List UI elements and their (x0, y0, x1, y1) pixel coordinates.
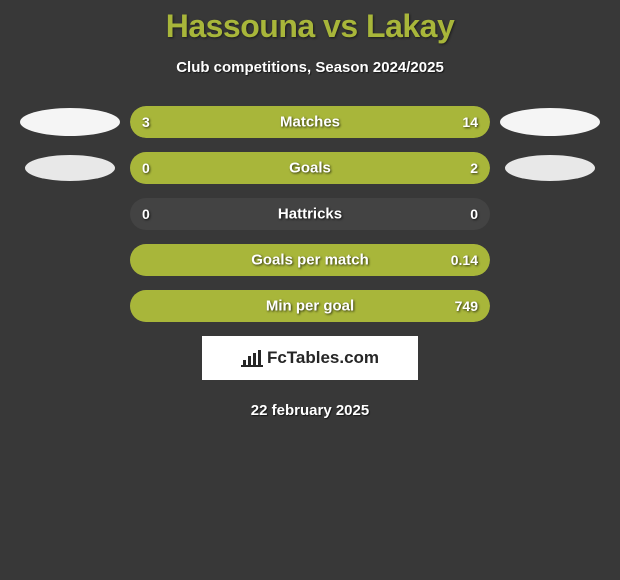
stat-bar: 0 Hattricks 0 (130, 198, 490, 230)
stat-value-right: 0 (470, 206, 478, 222)
stat-bar: Goals per match 0.14 (130, 244, 490, 276)
stat-label: Min per goal (266, 298, 354, 315)
right-badge-holder (490, 155, 610, 181)
team-badge-right (500, 108, 600, 136)
stat-row-goals: 0 Goals 2 (10, 152, 610, 184)
stat-row-hattricks: 0 Hattricks 0 (10, 198, 610, 230)
stat-row-mpg: Min per goal 749 (10, 290, 610, 322)
stat-label: Goals per match (251, 252, 369, 269)
stat-value-left: 0 (142, 206, 150, 222)
stat-bar: 0 Goals 2 (130, 152, 490, 184)
club-badge-right (505, 155, 595, 181)
stat-value-right: 14 (462, 114, 478, 130)
stat-value-right: 2 (470, 160, 478, 176)
date-label: 22 february 2025 (0, 402, 620, 419)
stat-bar: 3 Matches 14 (130, 106, 490, 138)
stat-row-gpm: Goals per match 0.14 (10, 244, 610, 276)
stat-value-right: 749 (455, 298, 478, 314)
stat-value-right: 0.14 (451, 252, 478, 268)
subtitle: Club competitions, Season 2024/2025 (0, 59, 620, 76)
footer-brand[interactable]: FcTables.com (202, 336, 418, 380)
bar-fill-right (193, 106, 490, 138)
stat-label: Hattricks (278, 206, 342, 223)
chart-icon (241, 349, 263, 367)
stats-area: 3 Matches 14 0 Goals 2 (0, 106, 620, 322)
stat-row-matches: 3 Matches 14 (10, 106, 610, 138)
brand-text: FcTables.com (267, 348, 379, 368)
stat-label: Matches (280, 114, 340, 131)
team-badge-left (20, 108, 120, 136)
stat-value-left: 3 (142, 114, 150, 130)
stat-label: Goals (289, 160, 331, 177)
comparison-card: Hassouna vs Lakay Club competitions, Sea… (0, 0, 620, 419)
left-badge-holder (10, 155, 130, 181)
page-title: Hassouna vs Lakay (0, 8, 620, 45)
right-badge-holder (490, 108, 610, 136)
stat-value-left: 0 (142, 160, 150, 176)
club-badge-left (25, 155, 115, 181)
left-badge-holder (10, 108, 130, 136)
bar-fill-left (130, 106, 193, 138)
stat-bar: Min per goal 749 (130, 290, 490, 322)
